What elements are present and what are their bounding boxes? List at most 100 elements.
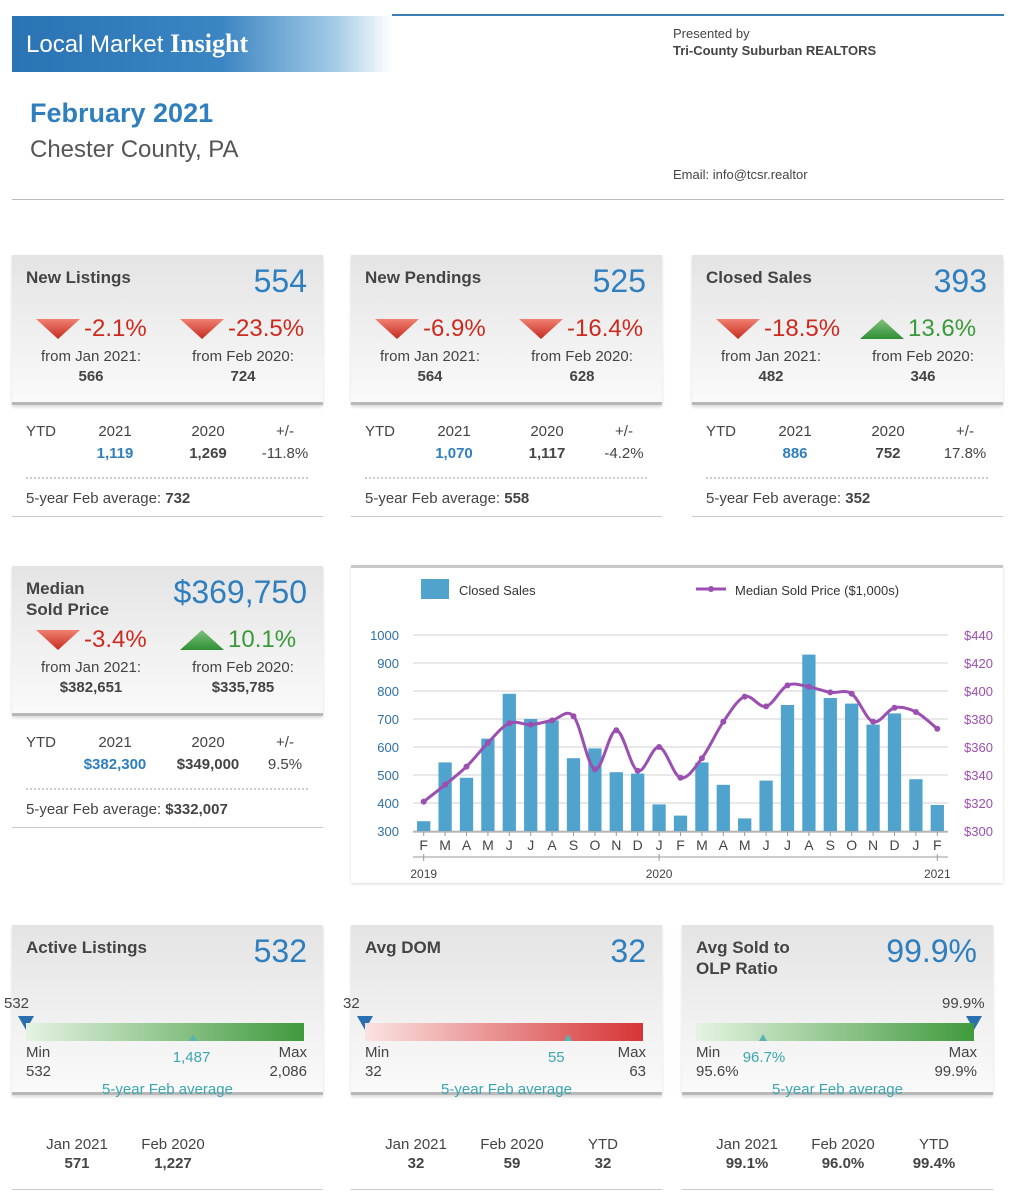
x-tick-label: A xyxy=(547,837,557,853)
card-title: Closed Sales xyxy=(706,268,812,287)
bar xyxy=(802,654,816,831)
ytd-col-change: +/- xyxy=(956,423,974,440)
from-prev-year: from Feb 2020: 346 xyxy=(858,347,988,387)
card-bottom-rule xyxy=(351,1189,662,1190)
change-1: -6.9% xyxy=(375,315,486,343)
price-point xyxy=(741,693,748,700)
price-point xyxy=(677,774,684,781)
gauge-average-value: 55 xyxy=(547,1049,565,1066)
ytd-value-2020: 1,117 xyxy=(528,445,566,462)
compare-label: Jan 2021 xyxy=(385,1136,447,1153)
change-value: -23.5% xyxy=(228,315,305,342)
from-value: 564 xyxy=(417,368,443,385)
y2-tick-label: $400 xyxy=(964,684,993,699)
ytd-col-2020: 2020 xyxy=(530,423,564,440)
change-2: -16.4% xyxy=(519,315,643,343)
ytd-value-2021: 886 xyxy=(782,445,808,462)
x-tick-label: A xyxy=(719,837,729,853)
price-point xyxy=(527,721,534,728)
card-value: 525 xyxy=(592,263,646,299)
ytd-value-2021: 1,070 xyxy=(435,445,473,462)
legend-line-marker xyxy=(708,586,714,592)
price-point xyxy=(720,718,727,725)
gauge-compare-b2: Feb 2020 1,227 xyxy=(128,1135,218,1173)
avg-label: 5-year Feb average: xyxy=(706,490,842,507)
from-prev-year: from Feb 2020: 724 xyxy=(178,347,308,387)
max-label: Max xyxy=(948,1044,977,1061)
ytd-value-2021: 1,119 xyxy=(96,445,134,462)
avg-value: $332,007 xyxy=(165,801,228,818)
y2-tick-label: $360 xyxy=(964,740,993,755)
bar xyxy=(780,705,795,831)
gauge-title-line2: OLP Ratio xyxy=(696,959,778,978)
ytd-label: YTD xyxy=(26,423,56,440)
ytd-value-2020: $349,000 xyxy=(176,756,240,773)
card-value: $369,750 xyxy=(173,574,307,610)
year-label: 2019 xyxy=(410,867,437,881)
compare-value: 99.1% xyxy=(725,1155,769,1172)
x-tick-label: M xyxy=(439,837,451,853)
arrow-up-icon xyxy=(860,319,904,339)
x-tick-label: M xyxy=(482,837,494,853)
dotted-divider xyxy=(26,477,308,479)
gauge-max: Max 2,086 xyxy=(269,1043,307,1081)
gauge-average-label: 5-year Feb average xyxy=(102,1081,233,1098)
price-point xyxy=(591,766,598,773)
min-value: 32 xyxy=(365,1063,382,1080)
bar xyxy=(652,804,666,831)
min-label: Min xyxy=(365,1044,390,1061)
card-title-line1: Median xyxy=(26,579,85,598)
bar xyxy=(417,821,431,831)
report-month: February 2021 xyxy=(30,98,214,128)
price-point xyxy=(848,690,855,697)
price-point xyxy=(613,727,620,734)
y2-tick-label: $300 xyxy=(964,824,993,839)
compare-label: Feb 2020 xyxy=(811,1136,875,1153)
price-point xyxy=(805,683,812,690)
compare-value: 571 xyxy=(64,1155,90,1172)
y-tick-label: 400 xyxy=(377,796,399,811)
arrow-up-icon xyxy=(180,630,224,650)
arrow-down-icon xyxy=(716,319,760,339)
arrow-down-icon xyxy=(36,319,80,339)
card-bottom-rule xyxy=(682,1189,993,1190)
x-tick-label: D xyxy=(633,837,643,853)
chart-svg: 300 400 500 600 700 800 900 1000 $300 $320 $340 $36… xyxy=(370,579,993,881)
ytd-col-change: +/- xyxy=(276,423,294,440)
presented-by: Presented by Tri-County Suburban REALTORS xyxy=(673,25,876,59)
card-bottom-rule xyxy=(12,516,323,517)
ytd-value-change: 9.5% xyxy=(267,756,303,773)
card-title: New Pendings xyxy=(365,268,482,287)
price-point xyxy=(634,767,641,774)
change-value: -18.5% xyxy=(764,315,841,342)
gauge-average-label: 5-year Feb average xyxy=(441,1081,572,1098)
dotted-divider xyxy=(365,477,647,479)
five-year-average: 5-year Feb average: 352 xyxy=(706,490,870,507)
bar xyxy=(631,773,645,831)
compare-label: Jan 2021 xyxy=(46,1136,108,1153)
change-2: 13.6% xyxy=(860,315,976,343)
presented-by-label: Presented by xyxy=(673,26,750,41)
header-rule xyxy=(392,14,1004,16)
x-tick-label: S xyxy=(826,837,835,853)
five-year-average: 5-year Feb average: $332,007 xyxy=(26,801,228,818)
gauge-header: Avg DOM 32 32 Min 32 Max 63 55 5-year Feb … xyxy=(343,925,662,1098)
ytd-col-2020: 2020 xyxy=(871,423,905,440)
x-tick-label: A xyxy=(462,837,472,853)
from-label: from Jan 2021: xyxy=(379,348,481,365)
from-prev-month: from Jan 2021: 566 xyxy=(26,347,156,387)
gauge-bar xyxy=(365,1023,643,1041)
card-header: Median Sold Price $369,750 -3.4% 10.1% fro… xyxy=(12,566,323,716)
avg-label: 5-year Feb average: xyxy=(365,490,501,507)
from-value: $382,651 xyxy=(59,679,123,696)
gauge-average-value: 1,487 xyxy=(172,1049,211,1066)
gauge-compare-b1: Jan 2021 32 xyxy=(371,1135,461,1173)
gauge-header: Active Listings 532 532 Min 532 Max 2,086 … xyxy=(4,925,323,1098)
card-bottom-rule xyxy=(692,516,1003,517)
x-tick-label: S xyxy=(569,837,578,853)
dotted-divider xyxy=(706,477,988,479)
from-value: 628 xyxy=(569,368,595,385)
gauge-current-label: 32 xyxy=(343,995,360,1012)
arrow-down-icon xyxy=(180,319,224,339)
bar xyxy=(930,804,944,831)
